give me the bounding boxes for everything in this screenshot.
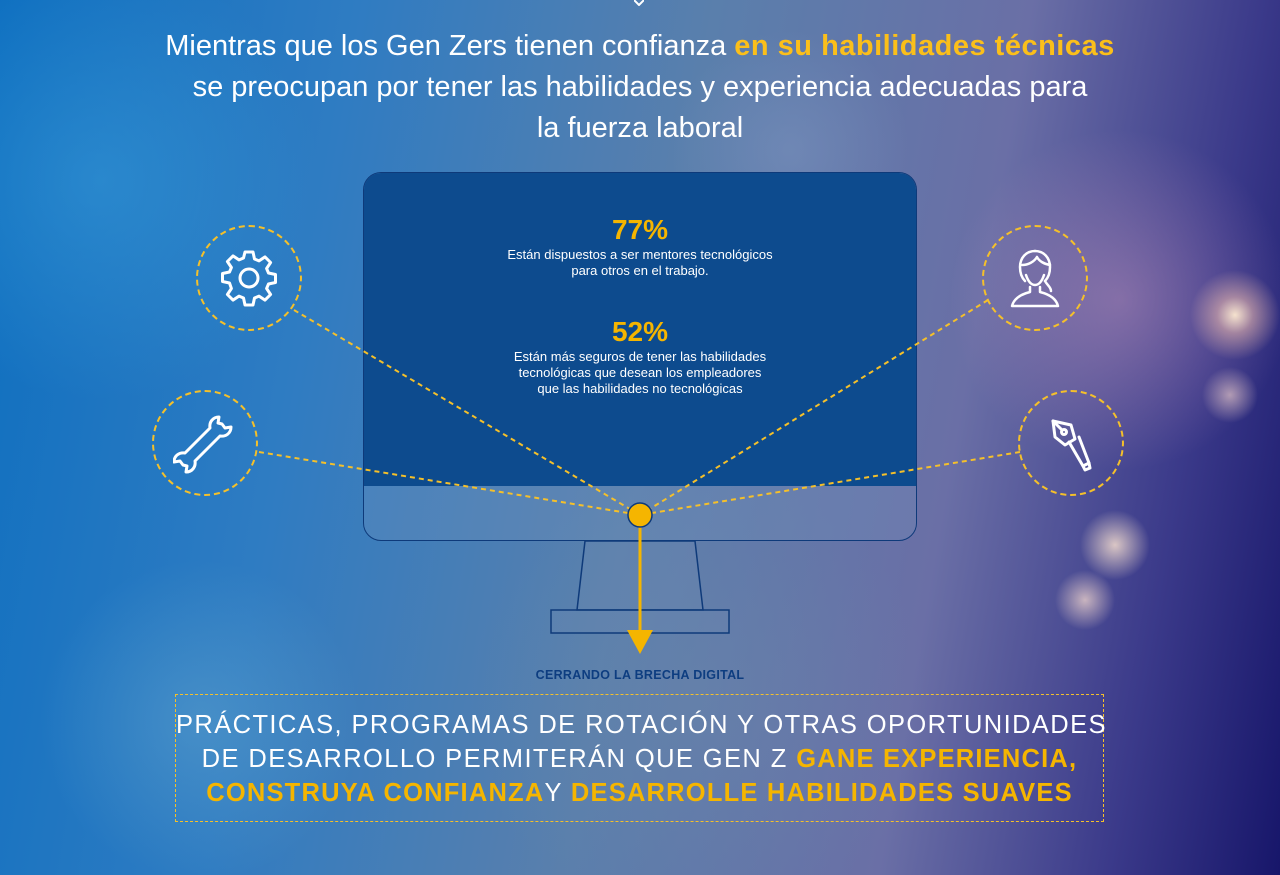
headline-line-1-text: Mientras que los Gen Zers tienen confian… [165,30,735,62]
headline-line-1: Mientras que los Gen Zers tienen confian… [40,26,1240,67]
person-circle [982,225,1088,331]
stat-mentors: 77% Están dispuestos a ser mentores tecn… [364,215,916,279]
stat-confidence-line-2: tecnológicas que desean los empleadores [518,365,762,380]
connector-line-gear [293,309,641,516]
gear-icon [221,250,277,307]
stat-mentors-description: Están dispuestos a ser mentores tecnológ… [364,247,916,279]
stat-confidence-line-3: que las habilidades no tecnológicas [537,381,743,396]
hub-dot [627,502,653,528]
connector-line-pen [639,451,1021,516]
stat-mentors-line-1: Están dispuestos a ser mentores tecnológ… [507,247,773,262]
pen-circle [1018,390,1124,496]
banner-line-2: DE DESARROLLO PERMITERÁN QUE GEN Z GANE … [176,745,1103,774]
banner-line-2-text: DE DESARROLLO PERMITERÁN QUE GEN Z [201,745,797,773]
headline: Mientras que los Gen Zers tienen confian… [40,26,1240,149]
banner-highlight-soft-skills: DESARROLLE HABILIDADES SUAVES [570,779,1073,807]
headline-highlight: en su habilidades técnicas [734,30,1115,62]
wrench-icon [173,415,233,474]
person-icon [1010,249,1060,308]
monitor-screen: 77% Están dispuestos a ser mentores tecn… [364,173,916,486]
connector-line-wrench [258,451,641,516]
top-notch-marker [634,0,644,6]
banner-highlight-confidence: CONSTRUYA CONFIANZA [206,779,545,807]
stat-confidence-description: Están más seguros de tener las habilidad… [364,349,916,397]
stat-confidence-line-1: Están más seguros de tener las habilidad… [513,349,767,364]
pen-nib-icon [1051,419,1092,472]
stat-mentors-value: 77% [611,214,669,245]
gear-circle [196,225,302,331]
banner-highlight-experience: GANE EXPERIENCIA, [796,745,1078,773]
caption: CERRANDO LA BRECHA DIGITAL [535,668,745,682]
arrow-head [627,630,653,654]
connector-line-person [639,299,989,516]
wrench-circle [152,390,258,496]
banner-line-3: CONSTRUYA CONFIANZAY DESARROLLE HABILIDA… [176,779,1103,808]
headline-line-3: la fuerza laboral [536,112,744,144]
stat-confidence: 52% Están más seguros de tener las habil… [364,317,916,397]
stat-mentors-line-2: para otros en el trabajo. [571,263,709,278]
stat-confidence-value: 52% [611,316,669,347]
closing-banner: PRÁCTICAS, PROGRAMAS DE ROTACIÓN Y OTRAS… [175,694,1107,822]
headline-line-2: se preocupan por tener las habilidades y… [192,71,1088,103]
banner-line-1: PRÁCTICAS, PROGRAMAS DE ROTACIÓN Y OTRAS… [176,711,1107,739]
banner-line-3-text: Y [544,779,571,807]
